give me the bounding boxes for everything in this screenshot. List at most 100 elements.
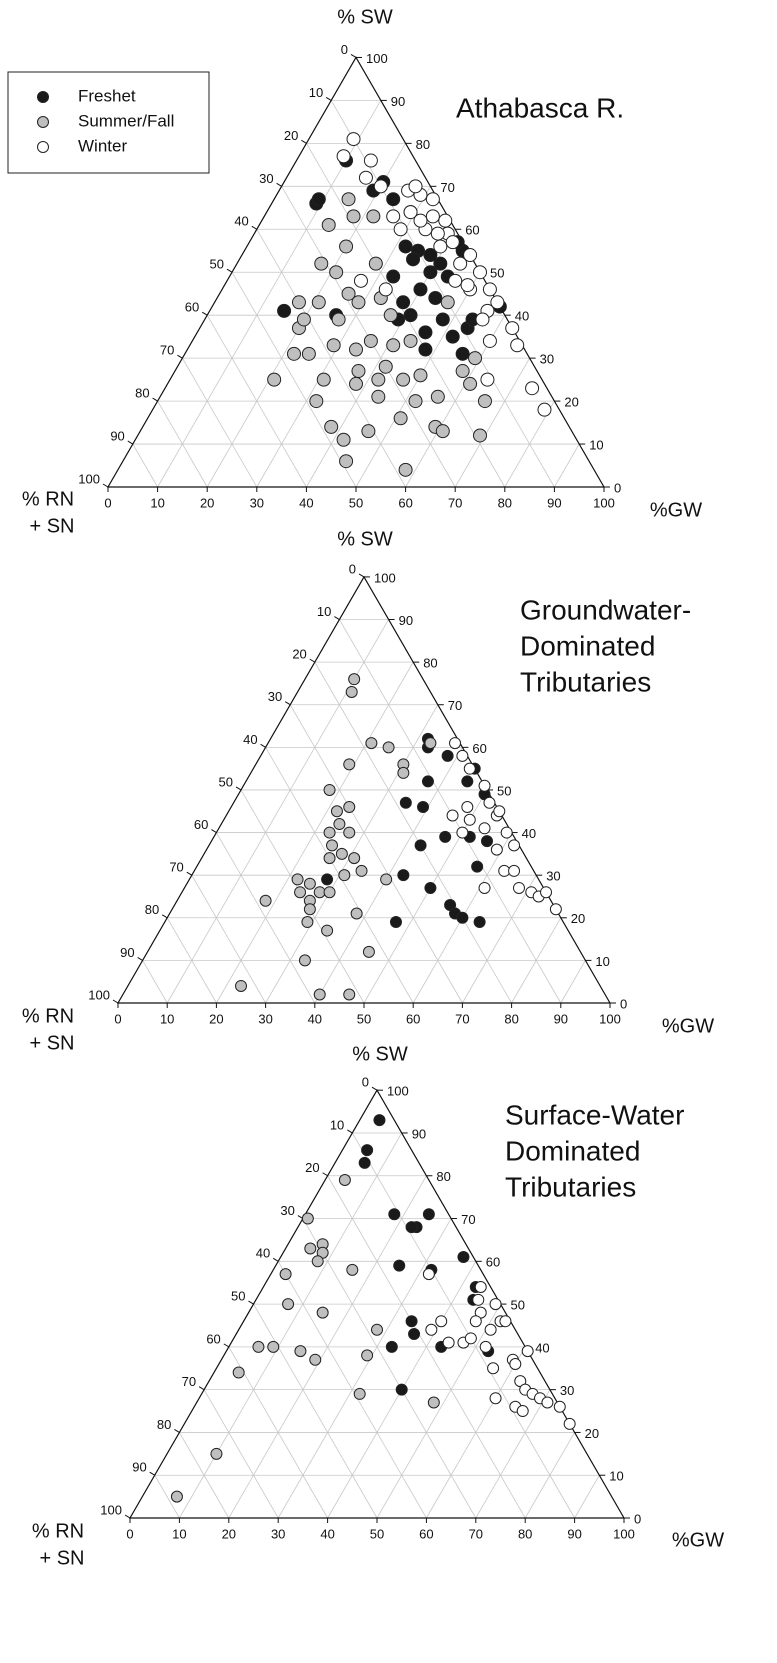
data-point bbox=[516, 1405, 529, 1418]
data-point bbox=[393, 222, 408, 237]
sw-axis-label: % SW bbox=[337, 528, 393, 550]
data-point bbox=[324, 419, 339, 434]
data-point bbox=[435, 312, 450, 327]
tick-mark bbox=[322, 1172, 328, 1177]
grid-line bbox=[203, 1389, 279, 1519]
data-point bbox=[463, 762, 476, 775]
rn-axis-label: % RN bbox=[22, 1005, 74, 1027]
data-point bbox=[425, 1323, 438, 1336]
grid-line bbox=[256, 229, 406, 488]
tick-mark bbox=[152, 397, 158, 402]
tick-mark bbox=[127, 440, 134, 445]
data-point bbox=[323, 852, 336, 865]
panel-title: Groundwater- bbox=[520, 594, 691, 625]
sw-tick-label: 0 bbox=[620, 996, 627, 1011]
data-point bbox=[277, 303, 292, 318]
data-point bbox=[361, 1144, 374, 1157]
data-point bbox=[541, 1396, 554, 1409]
gw-tick-label: 90 bbox=[567, 1526, 581, 1541]
gw-tick-label: 20 bbox=[222, 1526, 236, 1541]
rn-tick-label: 60 bbox=[194, 817, 208, 832]
data-point bbox=[433, 239, 448, 254]
data-point bbox=[301, 346, 316, 361]
data-point bbox=[478, 881, 491, 894]
data-point bbox=[252, 1340, 265, 1353]
data-point bbox=[398, 462, 413, 477]
data-point bbox=[351, 364, 366, 379]
data-point bbox=[267, 1340, 280, 1353]
sw-tick-label: 60 bbox=[472, 741, 486, 756]
data-point bbox=[478, 822, 491, 835]
tick-mark bbox=[112, 999, 119, 1004]
panel-title: Surface-Water bbox=[505, 1099, 684, 1130]
tick-mark bbox=[137, 956, 143, 961]
data-point bbox=[346, 1263, 359, 1276]
gw-axis-label: %GW bbox=[672, 1529, 724, 1551]
sw-tick-label: 90 bbox=[391, 94, 405, 109]
gw-tick-label: 20 bbox=[200, 495, 214, 510]
gw-tick-label: 10 bbox=[150, 495, 164, 510]
data-point bbox=[456, 911, 469, 924]
data-point bbox=[346, 132, 361, 147]
data-point bbox=[422, 1208, 435, 1221]
data-point bbox=[510, 338, 525, 353]
data-point bbox=[414, 839, 427, 852]
rn-tick-label: 0 bbox=[362, 1075, 369, 1090]
data-point bbox=[358, 170, 373, 185]
data-point bbox=[425, 192, 440, 207]
gw-tick-label: 10 bbox=[172, 1526, 186, 1541]
data-point bbox=[341, 286, 356, 301]
gw-tick-label: 90 bbox=[547, 495, 561, 510]
gw-tick-label: 30 bbox=[258, 1011, 272, 1026]
grid-line bbox=[231, 272, 357, 488]
data-point bbox=[303, 877, 316, 890]
data-point bbox=[373, 1114, 386, 1127]
rn-tick-label: 0 bbox=[349, 561, 356, 576]
data-point bbox=[345, 685, 358, 698]
data-point bbox=[386, 209, 401, 224]
rn-tick-label: 30 bbox=[268, 689, 282, 704]
tick-mark bbox=[347, 1129, 353, 1134]
data-point bbox=[456, 826, 469, 839]
rn-tick-label: 10 bbox=[309, 85, 323, 100]
gw-tick-label: 50 bbox=[349, 495, 363, 510]
data-point bbox=[457, 1251, 470, 1264]
grid-line bbox=[157, 400, 208, 488]
data-point bbox=[505, 321, 520, 336]
data-point bbox=[232, 1366, 245, 1379]
gw-tick-label: 50 bbox=[370, 1526, 384, 1541]
data-point bbox=[473, 916, 486, 929]
data-point bbox=[331, 312, 346, 327]
gw-tick-label: 80 bbox=[498, 495, 512, 510]
data-point bbox=[549, 903, 562, 916]
gw-tick-label: 50 bbox=[357, 1011, 371, 1026]
data-point bbox=[430, 389, 445, 404]
data-point bbox=[477, 394, 492, 409]
panel-title: Dominated bbox=[520, 630, 655, 661]
data-point bbox=[453, 256, 468, 271]
data-point bbox=[433, 256, 448, 271]
panel-title: Athabasca R. bbox=[456, 92, 624, 123]
data-point bbox=[455, 364, 470, 379]
data-point bbox=[469, 1315, 482, 1328]
data-point bbox=[468, 351, 483, 366]
rn-tick-label: 90 bbox=[110, 428, 124, 443]
data-point bbox=[418, 325, 433, 340]
data-point bbox=[291, 873, 304, 886]
data-point bbox=[321, 873, 334, 886]
gw-tick-label: 20 bbox=[209, 1011, 223, 1026]
tick-mark bbox=[260, 743, 266, 748]
gw-tick-label: 30 bbox=[250, 495, 264, 510]
data-point bbox=[475, 312, 490, 327]
rn-tick-label: 60 bbox=[206, 1331, 220, 1346]
rn-axis-label: % RN bbox=[22, 488, 74, 510]
data-point bbox=[316, 372, 331, 387]
data-point bbox=[361, 1349, 374, 1362]
gw-tick-label: 80 bbox=[504, 1011, 518, 1026]
tick-mark bbox=[124, 1514, 131, 1519]
data-point bbox=[343, 758, 356, 771]
data-point bbox=[540, 886, 553, 899]
data-point bbox=[279, 1268, 292, 1281]
sw-tick-label: 80 bbox=[423, 656, 437, 671]
